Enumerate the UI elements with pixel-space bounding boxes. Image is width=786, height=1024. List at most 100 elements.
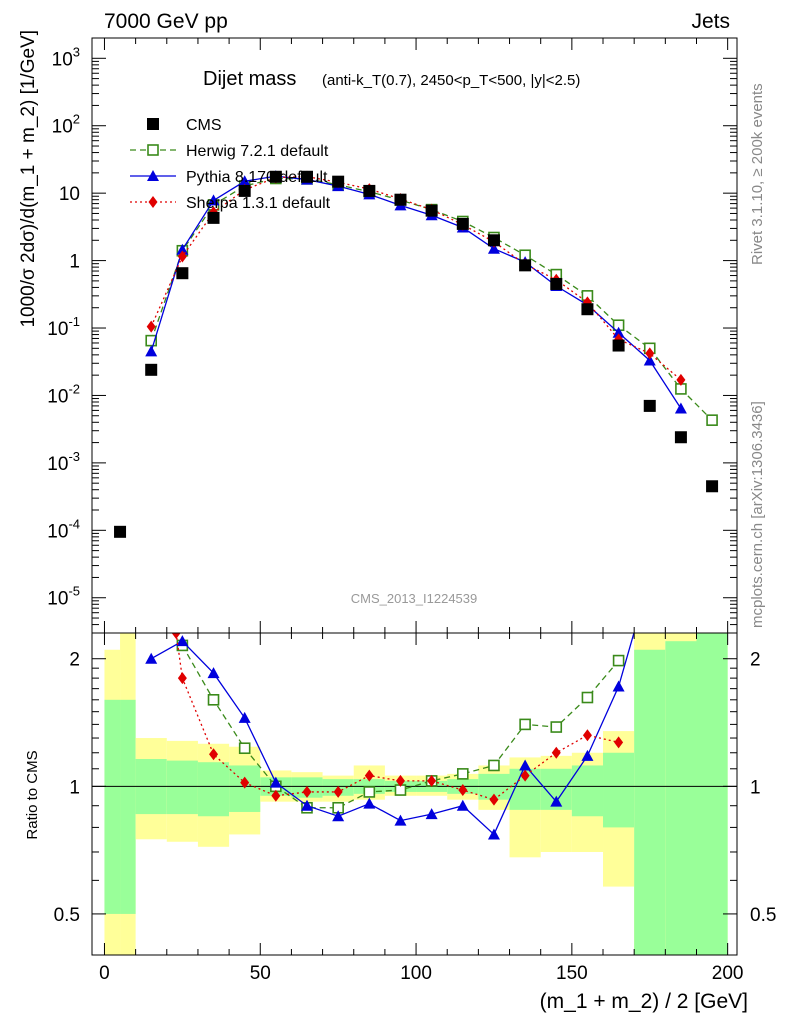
data-point — [643, 354, 656, 366]
data-point — [456, 768, 469, 780]
data-point — [207, 194, 220, 206]
y-tick-label: 1 — [69, 252, 80, 273]
ratio-tick-label: 1 — [69, 777, 80, 798]
x-tick-label: 100 — [400, 963, 432, 984]
y-tick-exponent: -2 — [68, 381, 80, 396]
data-point — [147, 118, 159, 130]
data-point — [363, 786, 376, 798]
data-point — [269, 170, 282, 183]
header-right: Jets — [691, 10, 730, 33]
data-point — [456, 217, 469, 230]
series-cms — [114, 170, 719, 538]
ratio-tick-label-right: 2 — [750, 650, 761, 671]
legend-entry: CMS — [147, 117, 222, 134]
data-point — [114, 525, 127, 538]
data-point — [238, 742, 251, 755]
data-point — [364, 769, 374, 782]
ratio-tick-label: 2 — [69, 650, 80, 671]
chart-subtitle: (anti-k_T(0.7), 2450<p_T<500, |y|<2.5) — [322, 72, 580, 89]
data-point — [271, 789, 281, 802]
data-point — [674, 402, 687, 414]
data-point — [333, 785, 343, 798]
data-point — [363, 797, 376, 809]
data-point — [145, 363, 158, 376]
data-point — [551, 746, 561, 759]
data-point — [427, 774, 437, 787]
data-point — [612, 654, 625, 667]
series-layer — [114, 170, 719, 840]
data-point — [240, 776, 250, 789]
data-point — [612, 339, 625, 352]
y-tick-exponent: -4 — [68, 516, 80, 531]
data-point — [176, 635, 189, 647]
data-point — [645, 347, 655, 360]
legend-entry: Sherpa 1.3.1 default — [130, 195, 331, 212]
data-point — [487, 828, 500, 840]
data-point — [207, 694, 220, 706]
y-tick-exponent: -1 — [68, 314, 80, 329]
data-point — [238, 184, 251, 197]
data-point — [207, 667, 220, 679]
data-point — [395, 774, 405, 787]
data-point — [147, 170, 159, 181]
watermark: CMS_2013_I1224539 — [351, 591, 478, 606]
y-tick-label: 102 — [52, 112, 80, 138]
green-band-bin — [120, 699, 136, 914]
x-tick-label: 50 — [250, 963, 271, 984]
data-point — [520, 769, 530, 782]
data-point — [171, 633, 181, 639]
ratio-tick-label: 0.5 — [54, 905, 80, 926]
legend-label: Sherpa 1.3.1 default — [186, 195, 331, 212]
data-point — [519, 718, 531, 731]
data-point — [612, 326, 625, 338]
data-point — [487, 234, 500, 247]
legend-label: Herwig 7.2.1 default — [186, 143, 329, 160]
data-point — [706, 480, 719, 493]
chart-title: Dijet mass — [203, 68, 296, 90]
green-band-bin — [634, 649, 666, 955]
data-point — [145, 345, 158, 357]
rivet-label: Rivet 3.1.10, ≥ 200k events — [749, 83, 766, 265]
y-tick-exponent: -3 — [68, 449, 80, 464]
legend-label: Pythia 8.170 default — [186, 169, 328, 186]
data-point — [332, 175, 345, 188]
y-tick-label: 10-3 — [47, 449, 80, 475]
data-point — [394, 814, 407, 826]
green-band-bin — [104, 699, 121, 914]
data-point — [581, 749, 594, 761]
green-band-bin — [197, 762, 230, 817]
ratio-series-pythia — [145, 604, 646, 840]
green-band-bin — [696, 633, 728, 955]
data-point — [489, 793, 499, 806]
y-tick-exponent: 2 — [73, 112, 80, 127]
ratio-y-axis-label: Ratio to CMS — [24, 750, 41, 839]
data-point — [177, 672, 187, 685]
data-point — [209, 748, 219, 761]
legend: CMS Herwig 7.2.1 default Pythia 8.170 defa… — [130, 117, 331, 212]
data-point — [488, 759, 500, 772]
data-point — [301, 799, 313, 811]
data-point — [176, 267, 189, 280]
ratio-tick-label-right: 1 — [750, 777, 761, 798]
x-axis-label: (m_1 + m_2) / 2 [GeV] — [540, 990, 748, 1013]
data-point — [550, 721, 563, 733]
data-point — [148, 196, 158, 208]
data-point — [238, 175, 251, 187]
y-tick-exponent: -5 — [68, 584, 80, 599]
green-band-bin — [571, 765, 604, 817]
data-point — [394, 193, 407, 206]
data-point — [425, 204, 438, 217]
data-point — [145, 652, 158, 664]
x-tick-label: 200 — [712, 963, 744, 984]
data-point — [550, 277, 563, 290]
data-point — [634, 604, 646, 615]
green-band-bin — [603, 752, 635, 828]
data-point — [614, 736, 624, 749]
series-line — [150, 175, 682, 381]
y-tick-label: 103 — [52, 44, 80, 70]
ratio-series-sherpa — [171, 633, 624, 806]
data-point — [146, 320, 156, 333]
ratio-frame — [91, 632, 738, 956]
header-left: 7000 GeV pp — [104, 10, 228, 33]
